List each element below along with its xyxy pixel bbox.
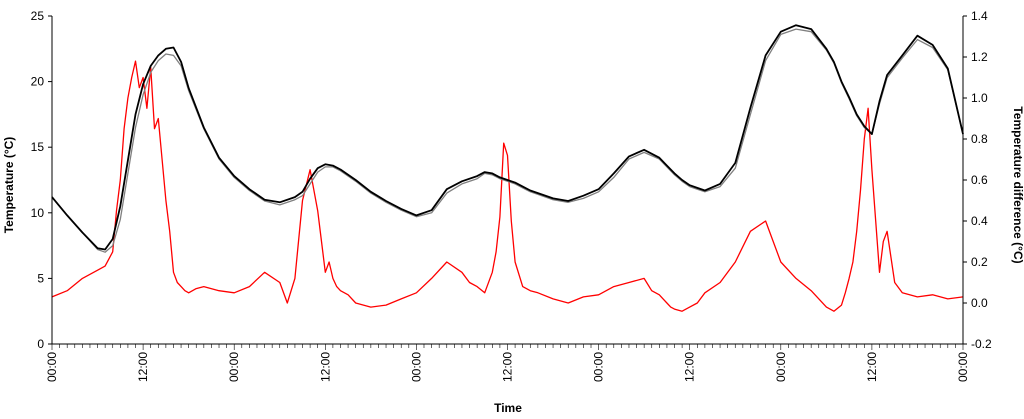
y2-tick-label: 1.2 [971, 50, 988, 64]
x-tick-label: 12:00 [683, 352, 697, 382]
x-tick-label: 12:00 [136, 352, 150, 382]
series-line-2 [51, 28, 964, 253]
y2-axis-title: Temperature difference (°C) [1011, 106, 1024, 263]
y-tick-label: 0 [37, 337, 44, 351]
series-line-3 [51, 60, 964, 312]
y2-tick-label: 1.4 [971, 9, 988, 23]
x-tick-label: 00:00 [774, 352, 788, 382]
y-axis-title: Temperature (°C) [2, 137, 16, 234]
axes: 0 5 10 15 20 25 -0.2 0.0 0.2 0.4 0.6 0.8 1.0 1.2 1.4 00… [31, 9, 992, 382]
y2-tick-label: 0.0 [971, 296, 988, 310]
y2-tick-label: 0.4 [971, 214, 988, 228]
x-tick-label: 00:00 [45, 352, 59, 382]
y-tick-label: 15 [31, 140, 45, 154]
x-tick-label: 00:00 [956, 352, 970, 382]
y2-tick-label: 1.0 [971, 91, 988, 105]
x-tick-label: 00:00 [227, 352, 241, 382]
x-tick-label: 12:00 [501, 352, 515, 382]
y2-tick-label: 0.2 [971, 255, 988, 269]
series-line-1 [51, 24, 964, 251]
y-tick-label: 5 [37, 271, 44, 285]
x-tick-label: 00:00 [409, 352, 423, 382]
x-tick-label: 12:00 [865, 352, 879, 382]
y2-tick-label: 0.8 [971, 132, 988, 146]
plot-area [51, 24, 964, 312]
y-tick-label: 25 [31, 9, 45, 23]
y-tick-label: 10 [31, 206, 45, 220]
x-axis-title: Time [494, 401, 522, 415]
y-tick-label: 20 [31, 75, 45, 89]
x-tick-label: 00:00 [592, 352, 606, 382]
y2-tick-label: -0.2 [971, 337, 992, 351]
y2-tick-label: 0.6 [971, 173, 988, 187]
x-tick-label: 12:00 [318, 352, 332, 382]
